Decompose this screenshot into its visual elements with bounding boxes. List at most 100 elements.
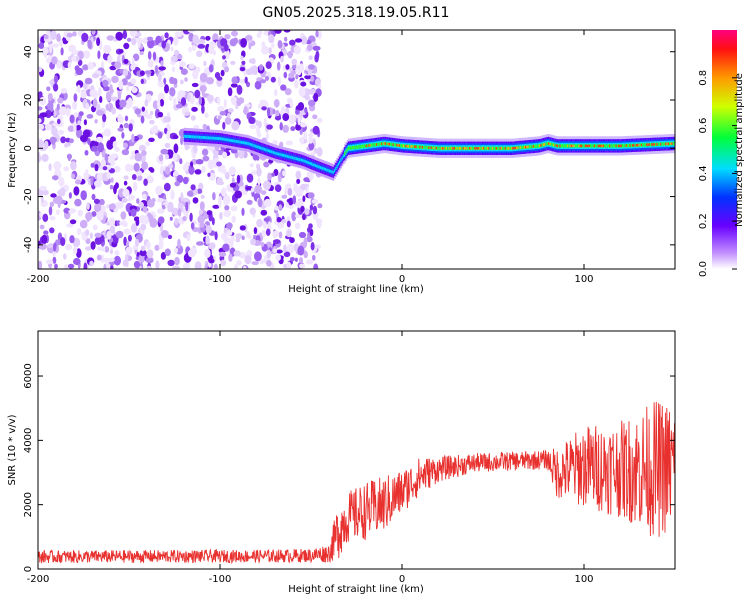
heatmap-noise-cell — [286, 220, 291, 228]
y-tick-label: 0 — [23, 566, 34, 572]
heatmap-noise-cell — [223, 200, 228, 206]
heatmap-noise-cell — [108, 217, 116, 227]
heatmap-noise-cell — [275, 254, 282, 261]
heatmap-noise-cell — [122, 30, 128, 40]
heatmap-ridge-cell — [333, 169, 336, 173]
heatmap-noise-cell — [102, 166, 108, 171]
heatmap-ridge-cell — [187, 135, 189, 138]
heatmap-noise-cell — [245, 230, 250, 239]
heatmap-noise-cell — [167, 234, 173, 240]
heatmap-noise-cell — [217, 115, 222, 120]
heatmap-peak-cell — [516, 146, 518, 150]
heatmap-noise-cell — [116, 220, 121, 226]
heatmap-noise-cell — [148, 137, 155, 142]
heatmap-peak-cell — [646, 143, 648, 146]
heatmap-noise-cell — [132, 53, 140, 62]
heatmap-noise-cell — [145, 256, 154, 264]
heatmap-noise-cell — [41, 153, 49, 162]
heatmap-peak-cell — [602, 144, 605, 148]
heatmap-noise-cell — [304, 106, 308, 114]
heatmap-ridge-cell — [628, 143, 630, 148]
heatmap-ridge-cell — [541, 143, 544, 147]
heatmap-ridge-cell — [404, 144, 406, 148]
heatmap-noise-cell — [163, 77, 167, 85]
heatmap-noise-cell — [121, 78, 128, 86]
heatmap-ridge-cell — [283, 153, 285, 157]
heatmap-peak-cell — [587, 144, 590, 148]
heatmap-noise-cell — [38, 118, 42, 124]
heatmap-noise-cell — [238, 149, 245, 159]
heatmap-noise-cell — [266, 260, 272, 267]
heatmap-noise-cell — [40, 195, 44, 203]
heatmap-noise-cell — [250, 187, 255, 193]
heatmap-ridge-cell — [251, 143, 253, 147]
heatmap-noise-cell — [108, 203, 116, 210]
heatmap-noise-cell — [208, 242, 216, 250]
heatmap-noise-cell — [263, 198, 272, 208]
heatmap-noise-cell — [297, 102, 305, 111]
heatmap-ridge-cell — [360, 144, 363, 149]
heatmap-noise-cell — [177, 238, 181, 249]
heatmap-peak-cell — [548, 142, 550, 145]
heatmap-noise-cell — [317, 203, 323, 209]
heatmap-peak-cell — [456, 147, 458, 150]
heatmap-noise-cell — [136, 198, 140, 204]
heatmap-noise-cell — [38, 106, 43, 111]
heatmap-noise-cell — [164, 142, 171, 149]
heatmap-noise-cell — [89, 260, 94, 267]
heatmap-noise-cell — [76, 228, 82, 236]
heatmap-noise-cell — [207, 159, 215, 170]
heatmap-noise-cell — [127, 196, 132, 202]
heatmap-peak-cell — [500, 147, 503, 150]
heatmap-ridge-cell — [206, 136, 209, 140]
heatmap-noise-cell — [124, 253, 129, 263]
heatmap-noise-cell — [118, 49, 124, 54]
heatmap-peak-cell — [475, 147, 478, 150]
heatmap-noise-cell — [192, 34, 199, 45]
heatmap-noise-cell — [196, 241, 204, 246]
heatmap-noise-cell — [126, 84, 130, 92]
heatmap-noise-cell — [259, 99, 268, 105]
heatmap-noise-cell — [274, 116, 282, 121]
heatmap-ridge-cell — [661, 142, 663, 146]
heatmap-ridge-cell — [391, 142, 393, 147]
heatmap-noise-cell — [201, 148, 209, 156]
heatmap-ridge-cell — [438, 146, 440, 150]
heatmap-ridge-cell — [409, 144, 411, 149]
heatmap-noise-cell — [267, 172, 272, 181]
heatmap-ridge-cell — [432, 146, 434, 150]
heatmap-noise-cell — [248, 42, 252, 50]
heatmap-noise-cell — [49, 201, 55, 208]
heatmap-noise-cell — [89, 89, 97, 98]
heatmap-noise-cell — [113, 165, 121, 173]
heatmap-ridge-cell — [243, 141, 246, 145]
heatmap-ridge-cell — [326, 168, 328, 172]
heatmap-ridge-cell — [669, 142, 671, 146]
heatmap-noise-cell — [139, 51, 144, 56]
heatmap-ridge-cell — [321, 166, 323, 170]
heatmap-noise-cell — [157, 111, 164, 118]
heatmap-peak-cell — [559, 144, 562, 148]
heatmap-ridge-cell — [373, 143, 375, 147]
heatmap-ridge-cell — [490, 146, 493, 150]
heatmap-ridge-cell — [322, 167, 325, 170]
heatmap-noise-cell — [190, 184, 196, 191]
heatmap-noise-cell — [315, 30, 319, 38]
heatmap-noise-cell — [86, 114, 94, 119]
heatmap-ridge-cell — [248, 142, 251, 146]
heatmap-noise-cell — [180, 79, 184, 85]
y-tick-label: 6000 — [23, 363, 34, 388]
heatmap-noise-cell — [102, 85, 110, 92]
heatmap-noise-cell — [164, 84, 169, 94]
heatmap-noise-cell — [174, 31, 183, 37]
heatmap-noise-cell — [265, 61, 272, 69]
heatmap-peak-cell — [641, 143, 643, 147]
heatmap-noise-cell — [53, 83, 59, 92]
heatmap-ridge-cell — [340, 158, 342, 162]
heatmap-noise-cell — [131, 174, 137, 180]
heatmap-ridge-cell — [204, 136, 206, 139]
heatmap-peak-cell — [452, 147, 455, 150]
heatmap-peak-cell — [633, 144, 636, 147]
heatmap-ridge-cell — [209, 136, 211, 140]
heatmap-noise-cell — [123, 180, 128, 186]
